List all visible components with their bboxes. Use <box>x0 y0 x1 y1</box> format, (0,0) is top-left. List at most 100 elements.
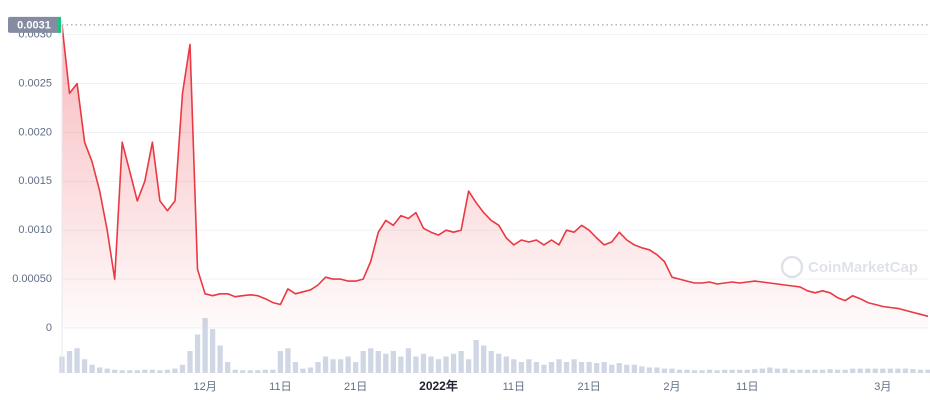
volume-bar <box>842 369 848 373</box>
volume-bar <box>112 369 118 373</box>
volume-bar <box>360 351 366 373</box>
volume-bar <box>172 368 178 373</box>
volume-bar <box>767 367 773 373</box>
volume-bar <box>202 318 208 373</box>
y-tick-label: 0.0010 <box>18 224 52 236</box>
volume-bar <box>307 367 314 373</box>
volume-bar <box>865 368 871 373</box>
volume-bar <box>89 364 95 373</box>
volume-bar <box>669 368 675 373</box>
volume-bar <box>353 362 359 373</box>
volume-bar <box>473 340 479 373</box>
volume-bar <box>450 353 457 373</box>
volume-bar <box>782 368 788 373</box>
reference-label: 0.0031 <box>17 19 51 31</box>
volume-bar <box>255 370 261 373</box>
volume-bar <box>277 351 284 373</box>
volume-bar <box>97 367 103 373</box>
volume-bar <box>209 329 216 373</box>
volume-bar <box>526 359 532 373</box>
volume-bar <box>857 368 863 373</box>
volume-bar <box>104 368 110 373</box>
y-tick-label: 0 <box>46 322 52 334</box>
x-tick-label: 11日 <box>269 381 291 393</box>
x-tick-label: 11日 <box>503 381 525 393</box>
volume-bar <box>368 348 374 373</box>
volume-bar <box>466 359 472 373</box>
volume-bar <box>435 359 442 373</box>
volume-bar <box>322 356 329 373</box>
x-tick-label: 12月 <box>193 381 216 393</box>
volume-bar <box>496 353 502 373</box>
volume-bar <box>827 369 833 373</box>
volume-bar <box>812 369 818 373</box>
volume-bar <box>262 369 268 373</box>
volume-bar <box>247 370 253 373</box>
volume-bar <box>880 368 886 373</box>
volume-bar <box>157 370 163 373</box>
volume-bar <box>240 370 246 373</box>
volume-bar <box>443 356 449 373</box>
volume-bar <box>420 353 427 373</box>
volume-bar <box>142 369 148 373</box>
volume-bar <box>375 351 381 373</box>
volume-bar <box>383 353 389 373</box>
volume-bar <box>714 370 720 373</box>
volume-bar <box>737 369 743 373</box>
volume-bar <box>624 364 630 373</box>
volume-bar <box>66 351 73 373</box>
volume-bar <box>797 369 803 373</box>
volume-bar <box>481 345 487 373</box>
volume-bar <box>179 364 186 373</box>
volume-bar <box>631 364 637 373</box>
volume-bar <box>390 351 396 373</box>
volume-bar <box>292 362 299 373</box>
volume-bar <box>586 362 592 373</box>
y-tick-label: 0.0015 <box>18 175 52 187</box>
volume-bar <box>164 369 171 373</box>
volume-bar <box>789 369 796 373</box>
volume-bar <box>759 368 765 373</box>
volume-bar <box>616 363 622 373</box>
volume-bar <box>413 356 419 373</box>
volume-bar <box>300 368 306 373</box>
volume-bar <box>337 359 344 373</box>
volume-bar <box>81 359 88 373</box>
y-tick-label: 0.0025 <box>18 77 52 89</box>
volume-bar <box>119 370 125 373</box>
volume-bar <box>729 369 735 373</box>
volume-bar <box>488 351 494 373</box>
x-tick-label: 3月 <box>874 381 891 393</box>
volume-bar <box>518 362 524 373</box>
volume-bar <box>902 368 909 373</box>
volume-bar <box>74 348 80 373</box>
x-tick-label: 2月 <box>663 381 680 393</box>
x-tick-label: 21日 <box>578 381 601 393</box>
volume-bar <box>752 369 758 373</box>
volume-bar <box>541 364 547 373</box>
volume-bar <box>345 356 351 373</box>
volume-bar <box>533 362 540 373</box>
volume-bar <box>578 362 585 373</box>
volume-bar <box>127 370 133 373</box>
volume-bar <box>217 345 223 373</box>
volume-bar <box>556 359 562 373</box>
volume-bar <box>722 369 728 373</box>
volume-bar <box>744 369 750 373</box>
volume-bar <box>699 370 705 373</box>
volume-bar <box>804 369 811 373</box>
volume-bar <box>639 366 645 373</box>
y-tick-label: 0.00050 <box>12 273 52 285</box>
volume-bar <box>895 368 901 373</box>
x-tick-label: 11日 <box>736 381 758 393</box>
volume-bar <box>330 359 336 373</box>
x-tick-label: 2022年 <box>419 378 458 393</box>
price-line <box>61 24 929 318</box>
volume-bar <box>706 369 713 373</box>
watermark-text: CoinMarketCap <box>808 259 918 276</box>
volume-bar <box>225 362 231 373</box>
reference-tag-edge <box>58 16 61 33</box>
volume-bar <box>398 356 404 373</box>
volume-bar <box>872 368 878 373</box>
